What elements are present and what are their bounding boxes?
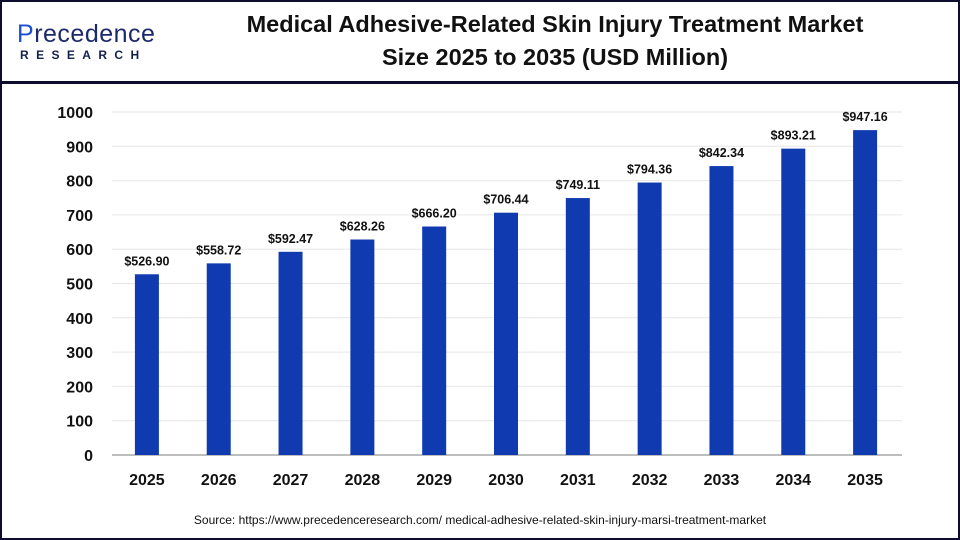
bar-2030 [494,212,518,455]
bar-2033 [709,166,734,455]
y-tick-label: 600 [66,242,93,259]
x-tick-label-2032: 2032 [632,472,668,489]
x-tick-label-2027: 2027 [273,472,309,489]
y-tick-label: 700 [66,208,93,225]
y-tick-label: 1000 [57,105,93,122]
data-label-2025: $526.90 [124,254,169,268]
data-label-2035: $947.16 [842,110,887,124]
bar-2035 [853,130,878,455]
bar-2026 [206,263,231,455]
data-label-2027: $592.47 [268,232,313,246]
y-tick-label: 100 [66,414,93,431]
y-tick-label: 300 [66,345,93,362]
y-tick-label: 400 [66,311,93,328]
bar-2029 [422,226,447,455]
source-note: Source: https://www.precedenceresearch.c… [193,513,767,527]
bar-2028 [350,239,375,455]
x-tick-label-2031: 2031 [560,472,596,489]
x-tick-label-2034: 2034 [775,472,811,489]
data-label-2026: $558.72 [196,243,241,257]
x-tick-label-2035: 2035 [847,472,883,489]
data-label-2029: $666.20 [412,206,457,220]
logo-subtitle: RESEARCH [20,48,147,62]
title-line-1: Medical Adhesive-Related Skin Injury Tre… [246,11,864,37]
y-tick-label: 500 [66,277,93,294]
chart-title: Medical Adhesive-Related Skin Injury Tre… [190,8,920,74]
x-tick-label-2030: 2030 [488,472,524,489]
x-tick-label-2026: 2026 [201,472,237,489]
data-label-2032: $794.36 [627,163,672,177]
logo-wordmark: Precedence [17,20,156,48]
x-tick-label-2033: 2033 [704,472,740,489]
bar-2025 [134,274,159,455]
y-tick-label: 800 [66,174,93,191]
data-label-2028: $628.26 [340,220,385,234]
data-label-2034: $893.21 [771,129,816,143]
y-tick-label: 0 [84,448,93,465]
data-label-2033: $842.34 [699,146,744,160]
x-tick-label-2025: 2025 [129,472,165,489]
x-tick-label-2028: 2028 [345,472,381,489]
data-label-2030: $706.44 [483,193,528,207]
x-tick-label-2029: 2029 [416,472,452,489]
data-label-2031: $749.11 [556,178,601,192]
header-divider [0,81,960,84]
bar-2031 [565,198,590,455]
bar-2027 [278,251,303,455]
bar-2034 [781,148,806,455]
precedence-research-logo: Precedence RESEARCH [17,20,167,62]
y-tick-label: 200 [66,379,93,396]
title-line-2: Size 2025 to 2035 (USD Million) [381,44,729,70]
y-tick-label: 900 [66,139,93,156]
bar-2032 [637,182,662,455]
